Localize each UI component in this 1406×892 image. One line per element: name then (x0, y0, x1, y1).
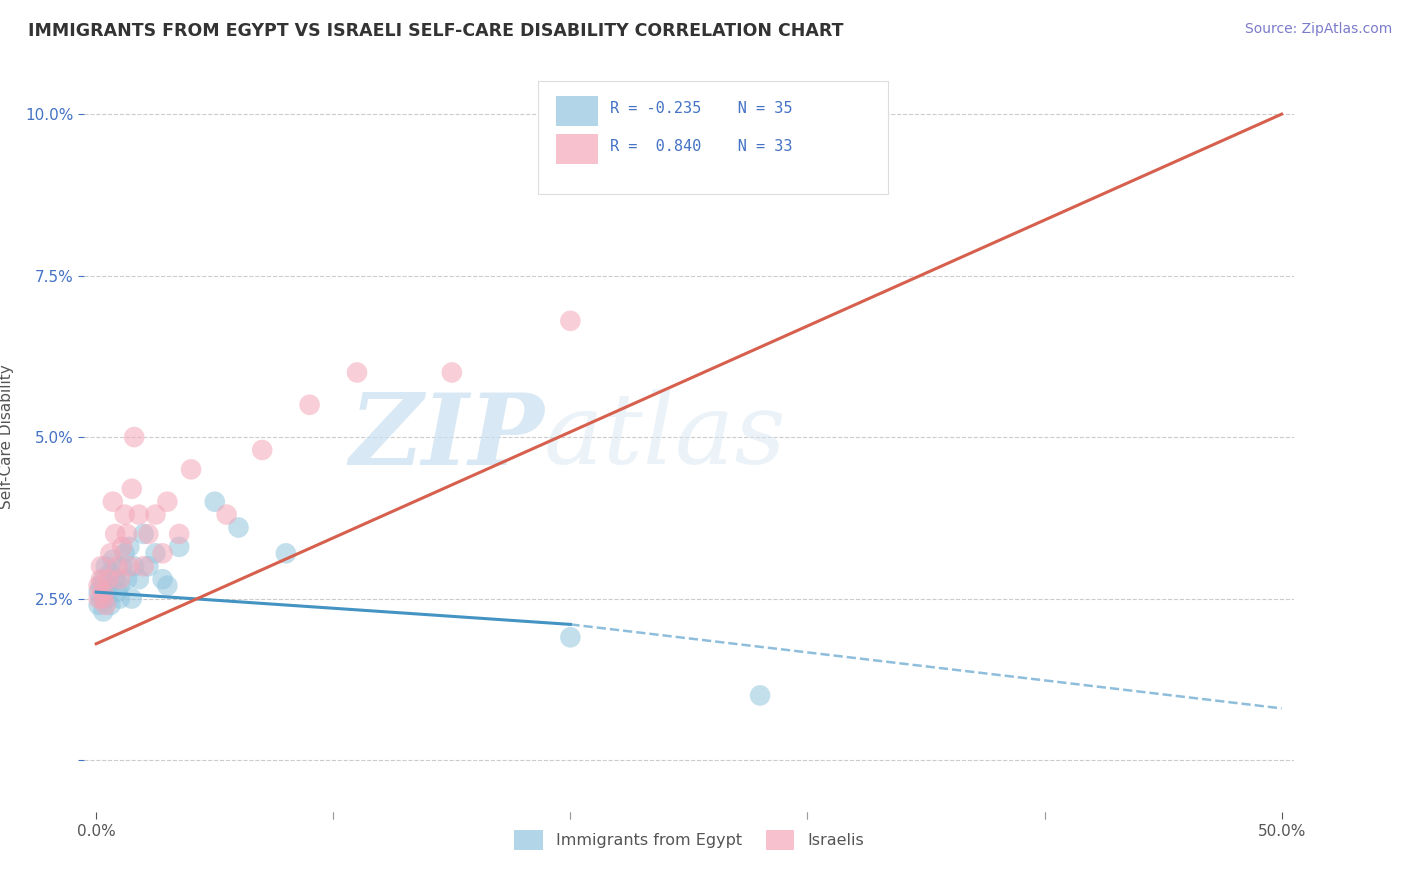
FancyBboxPatch shape (555, 96, 599, 126)
Point (90, 572, 112, 586)
Point (90, 559, 112, 574)
Point (132, 559, 155, 574)
Point (122, 559, 145, 574)
Point (215, 508, 238, 522)
Point (560, 314, 582, 328)
FancyBboxPatch shape (538, 81, 889, 194)
Point (107, 559, 129, 574)
Point (100, 546, 122, 560)
Point (97, 591, 120, 606)
FancyBboxPatch shape (555, 134, 599, 163)
Text: Source: ZipAtlas.com: Source: ZipAtlas.com (1244, 22, 1392, 37)
Point (152, 572, 174, 586)
Point (118, 540, 141, 554)
Y-axis label: Self-Care Disability: Self-Care Disability (0, 365, 14, 509)
Point (107, 585, 129, 599)
Point (94, 559, 117, 574)
Point (100, 566, 122, 580)
Point (94, 585, 117, 599)
Point (87, 591, 110, 606)
Point (156, 579, 179, 593)
Point (167, 540, 190, 554)
Point (108, 591, 131, 606)
Point (91, 572, 114, 586)
Point (298, 398, 321, 412)
Point (100, 598, 122, 612)
Point (180, 462, 202, 476)
Point (167, 527, 190, 541)
Text: atlas: atlas (544, 390, 786, 484)
Point (114, 508, 136, 522)
Point (121, 482, 143, 496)
Point (115, 527, 138, 541)
Legend: Immigrants from Egypt, Israelis: Immigrants from Egypt, Israelis (508, 824, 870, 856)
Point (87, 598, 110, 612)
Point (132, 527, 155, 541)
Point (128, 508, 150, 522)
Point (121, 591, 143, 606)
Point (346, 366, 368, 380)
Point (204, 494, 226, 508)
Point (145, 508, 167, 522)
Point (145, 546, 167, 560)
Point (87, 585, 110, 599)
Point (90, 591, 112, 606)
Point (115, 572, 138, 586)
Point (152, 546, 174, 560)
Point (91, 585, 114, 599)
Point (122, 430, 145, 444)
Point (108, 579, 131, 593)
Point (104, 572, 127, 586)
Point (228, 520, 250, 534)
Text: ZIP: ZIP (349, 389, 544, 485)
Point (440, 366, 463, 380)
Text: R =  0.840    N = 33: R = 0.840 N = 33 (610, 139, 793, 153)
Point (94, 598, 117, 612)
Point (138, 559, 160, 574)
Text: R = -0.235    N = 35: R = -0.235 N = 35 (610, 102, 793, 116)
Point (111, 559, 134, 574)
Point (118, 559, 141, 574)
Point (114, 546, 136, 560)
Point (128, 572, 150, 586)
Text: IMMIGRANTS FROM EGYPT VS ISRAELI SELF-CARE DISABILITY CORRELATION CHART: IMMIGRANTS FROM EGYPT VS ISRAELI SELF-CA… (28, 22, 844, 40)
Point (111, 540, 134, 554)
Point (97, 572, 120, 586)
Point (108, 572, 131, 586)
Point (138, 527, 160, 541)
Point (90, 579, 112, 593)
Point (97, 579, 120, 593)
Point (91, 605, 114, 619)
Point (560, 630, 582, 644)
Point (91, 591, 114, 606)
Point (749, 689, 772, 703)
Point (101, 494, 124, 508)
Point (101, 553, 124, 567)
Point (156, 494, 179, 508)
Point (104, 527, 127, 541)
Point (274, 546, 297, 560)
Point (87, 579, 110, 593)
Point (250, 442, 273, 457)
